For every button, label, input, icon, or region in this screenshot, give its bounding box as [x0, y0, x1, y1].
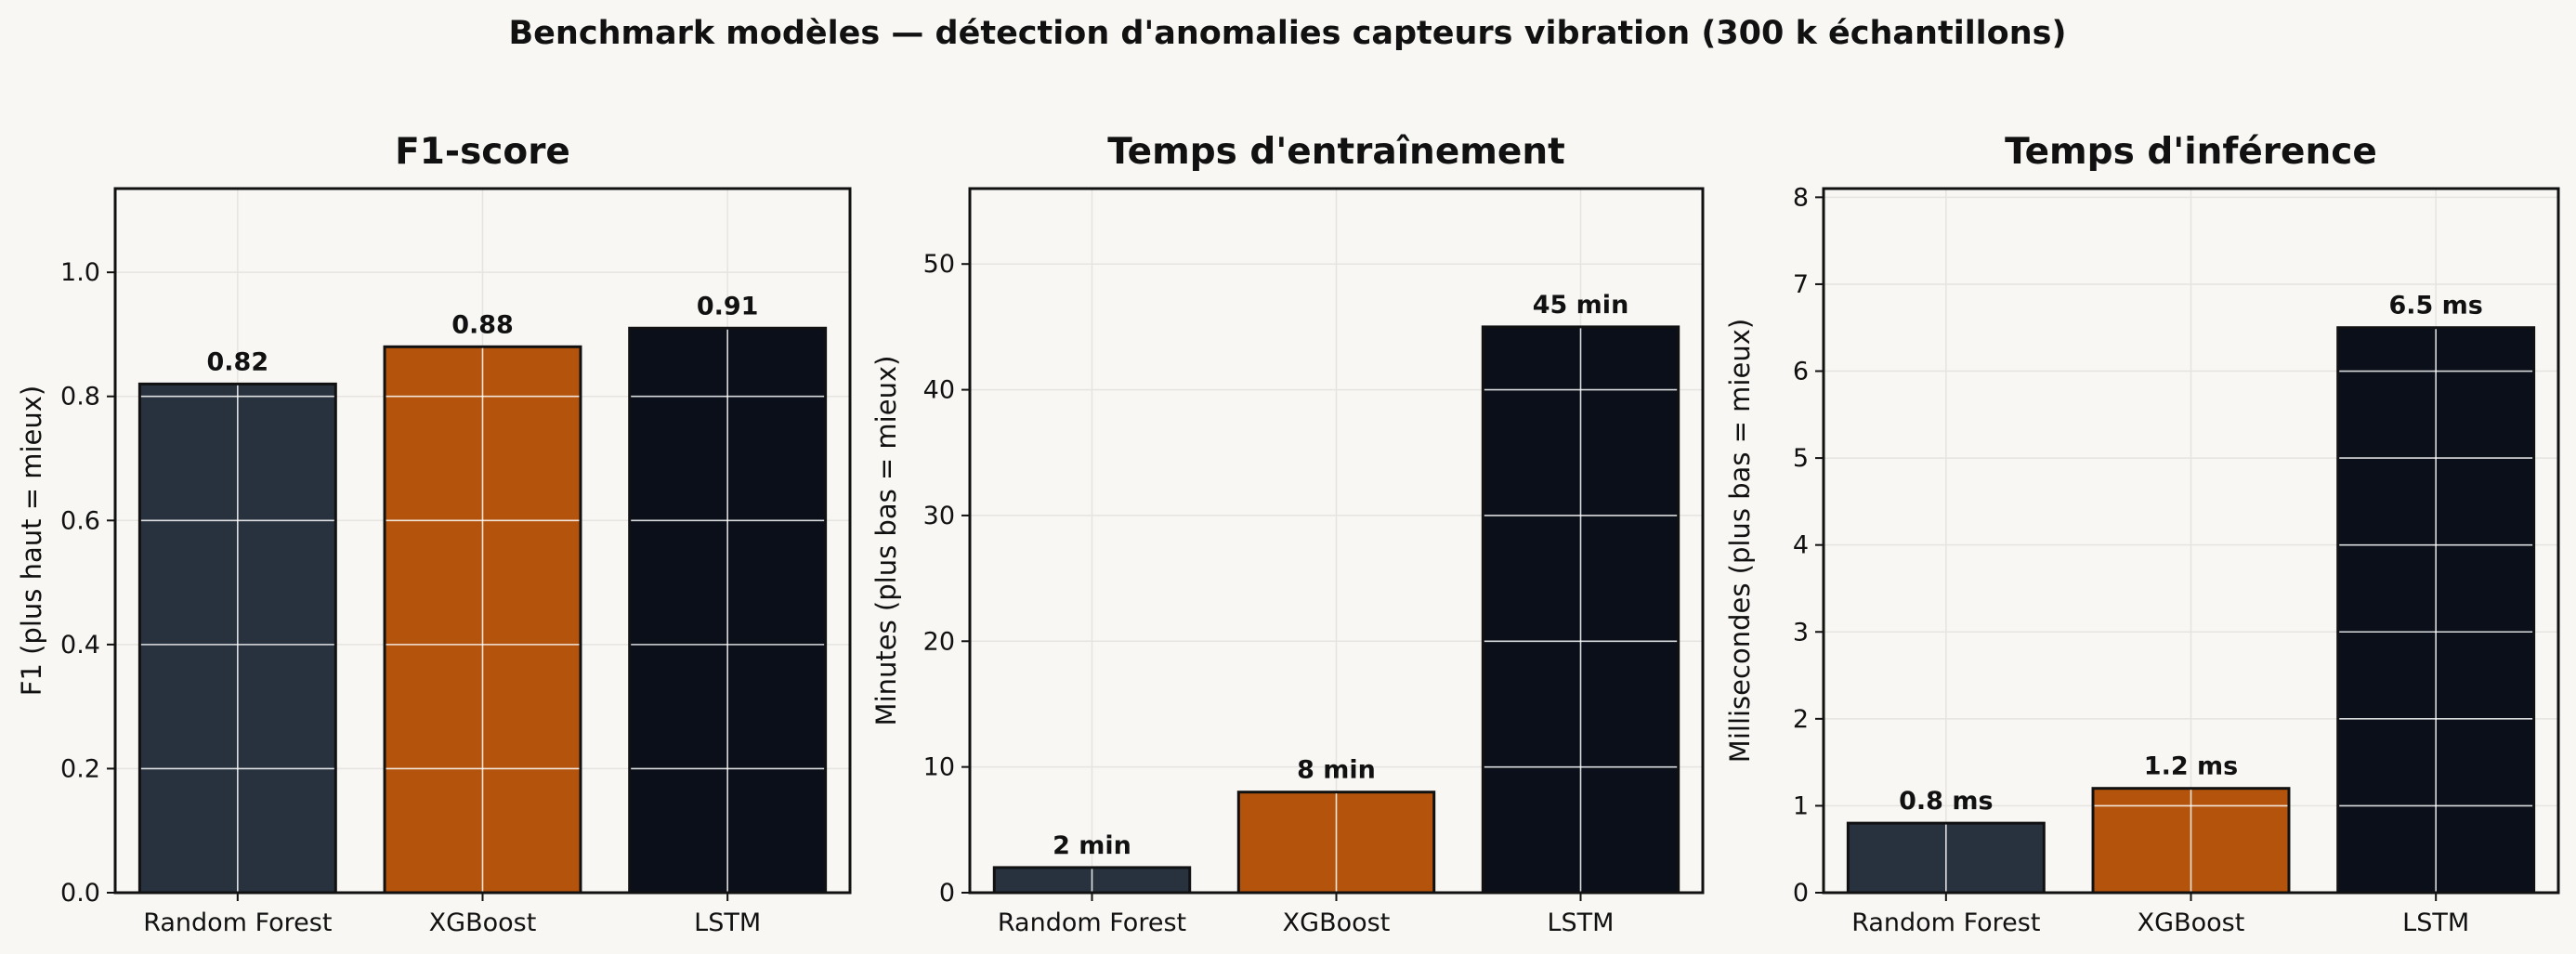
- y-tick-label: 10: [923, 753, 955, 782]
- y-tick-label: 20: [923, 627, 955, 656]
- y-tick-label: 40: [923, 376, 955, 405]
- y-tick-label: 8: [1793, 183, 1809, 212]
- y-tick-label: 0.8: [60, 383, 100, 412]
- panel-title: Temps d'inférence: [2005, 131, 2377, 173]
- x-tick-label: XGBoost: [2138, 908, 2245, 937]
- x-tick-label: LSTM: [2402, 908, 2469, 937]
- y-tick-label: 3: [1793, 618, 1809, 647]
- data-label: 2 min: [1053, 831, 1131, 860]
- data-label: 1.2 ms: [2144, 752, 2238, 781]
- y-tick-label: 30: [923, 502, 955, 530]
- y-tick-label: 0.2: [60, 754, 100, 783]
- y-tick-label: 1: [1793, 791, 1809, 820]
- y-tick-label: 5: [1793, 444, 1809, 473]
- panel-title: Temps d'entraînement: [1107, 131, 1565, 173]
- x-tick-label: XGBoost: [429, 908, 537, 937]
- data-label: 6.5 ms: [2388, 292, 2482, 320]
- chart-panel-1: 0.82 0.88 0.91 0.0 0.2 0.4 0.6 0.8 1.0 Random For…: [16, 131, 852, 937]
- y-tick-label: 0.6: [60, 506, 100, 535]
- y-tick-label: 6: [1793, 358, 1809, 386]
- y-tick-label: 1.0: [60, 258, 100, 287]
- y-tick-label: 0.0: [60, 879, 100, 908]
- chart-panel-3: 0.8 ms 1.2 ms 6.5 ms 0 1 2 3 4 5 6 7 8 Random Forest…: [1724, 131, 2560, 937]
- y-tick-label: 0: [939, 879, 955, 908]
- x-tick-label: Random Forest: [143, 908, 332, 937]
- data-label: 45 min: [1533, 291, 1629, 320]
- y-tick-label: 50: [923, 250, 955, 279]
- y-tick-label: 0.4: [60, 631, 100, 660]
- data-label: 0.82: [207, 347, 269, 376]
- x-tick-label: LSTM: [694, 908, 761, 937]
- x-tick-label: Random Forest: [998, 908, 1186, 937]
- x-tick-label: Random Forest: [1851, 908, 2040, 937]
- x-tick-label: XGBoost: [1283, 908, 1391, 937]
- data-label: 0.91: [697, 292, 759, 320]
- x-tick-label: LSTM: [1548, 908, 1615, 937]
- figure-title: Benchmark modèles — détection d'anomalie…: [509, 15, 2067, 52]
- data-label: 0.8 ms: [1899, 787, 1993, 816]
- data-label: 0.88: [451, 310, 514, 339]
- data-label: 8 min: [1297, 756, 1376, 785]
- panel-title: F1-score: [395, 131, 570, 173]
- y-axis-label: Minutes (plus bas = mieux): [870, 356, 902, 726]
- y-tick-label: 2: [1793, 705, 1809, 734]
- y-axis-label: Millisecondes (plus bas = mieux): [1724, 319, 1756, 763]
- y-tick-label: 0: [1793, 879, 1809, 908]
- chart-panel-2: 2 min 8 min 45 min 0 10 20 30 40 50 Random Forest…: [870, 131, 1705, 937]
- y-axis-label: F1 (plus haut = mieux): [16, 386, 47, 696]
- y-tick-label: 4: [1793, 531, 1809, 560]
- y-tick-label: 7: [1793, 270, 1809, 299]
